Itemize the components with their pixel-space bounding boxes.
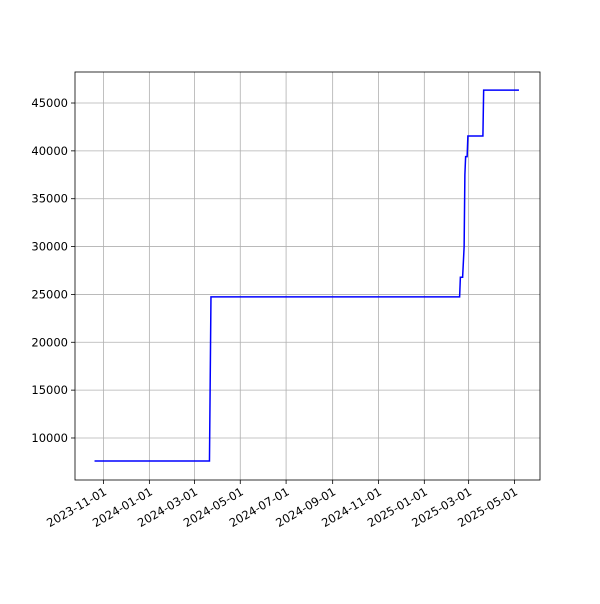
y-tick-label: 25000 [31, 287, 68, 301]
y-tick-label: 45000 [31, 96, 68, 110]
y-tick-label: 10000 [31, 431, 68, 445]
y-tick-label: 35000 [31, 192, 68, 206]
y-tick-label: 20000 [31, 335, 68, 349]
data-line [94, 89, 519, 462]
y-tick-label: 15000 [31, 383, 68, 397]
y-tick-label: 40000 [31, 144, 68, 158]
y-tick-label: 30000 [31, 240, 68, 254]
plot-frame [74, 71, 541, 481]
